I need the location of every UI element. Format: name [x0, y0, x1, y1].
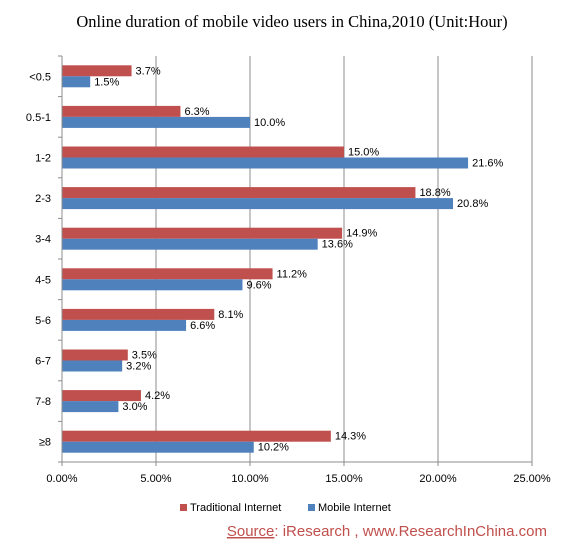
data-label: 14.9% [346, 228, 377, 240]
bar-mobile [62, 360, 123, 372]
axes: 0.00% 5.00% 10.00% 15.00% 20.00% 25.00% <0.5 0.… [26, 55, 551, 485]
data-label: 3.5% [132, 350, 157, 362]
data-label: 3.0% [122, 401, 147, 413]
data-label: 15.0% [348, 147, 379, 159]
category-label: 5-6 [35, 315, 51, 327]
bar-traditional [62, 390, 141, 402]
x-tick-label: 0.00% [46, 473, 77, 485]
category-label: 1-2 [35, 153, 51, 165]
data-label: 14.3% [335, 431, 366, 443]
legend: Traditional Internet Mobile Internet [180, 502, 391, 514]
bars: 3.7% 1.5% 6.3% 10.0% 15.0% 21.6% 18.8% 20.8% 14.… [62, 65, 503, 454]
bar-mobile [62, 238, 318, 250]
bar-traditional [62, 308, 215, 320]
data-label: 11.2% [277, 268, 308, 280]
bar-mobile [62, 116, 250, 128]
bar-traditional [62, 430, 331, 442]
x-tick-label: 10.00% [231, 473, 269, 485]
bar-mobile [62, 319, 187, 331]
source-label: Source [227, 523, 275, 540]
chart-title: Online duration of mobile video users in… [76, 12, 507, 31]
bar-mobile [62, 198, 454, 210]
bar-mobile [62, 401, 119, 413]
bar-traditional [62, 146, 344, 158]
bar-traditional [62, 268, 273, 280]
bar-traditional [62, 65, 132, 77]
data-label: 3.7% [136, 65, 161, 77]
data-label: 13.6% [322, 239, 353, 251]
category-label: ≥8 [39, 437, 51, 449]
data-label: 6.6% [190, 320, 215, 332]
data-label: 18.8% [419, 187, 450, 199]
bar-mobile [62, 441, 254, 453]
category-label: 0.5-1 [26, 112, 51, 124]
data-label: 10.0% [254, 117, 285, 129]
bar-traditional [62, 187, 416, 199]
bar-traditional [62, 349, 128, 361]
legend-swatch [180, 504, 187, 511]
bar-mobile [62, 157, 469, 169]
legend-swatch [308, 504, 315, 511]
data-label: 6.3% [184, 106, 209, 118]
data-label: 3.2% [126, 361, 151, 373]
data-label: 10.2% [258, 442, 289, 454]
category-label: 3-4 [35, 234, 51, 246]
category-label: <0.5 [29, 71, 51, 83]
x-tick-label: 20.00% [419, 473, 457, 485]
bar-mobile [62, 76, 91, 88]
data-label: 1.5% [94, 76, 119, 88]
category-label: 2-3 [35, 193, 51, 205]
data-label: 21.6% [472, 158, 503, 170]
data-label: 8.1% [218, 309, 243, 321]
legend-entry: Mobile Internet [318, 502, 391, 514]
bar-traditional [62, 105, 181, 117]
source-body: : iResearch , www.ResearchInChina.com [274, 523, 547, 540]
data-label: 4.2% [145, 390, 170, 402]
data-label: 9.6% [246, 279, 271, 291]
data-label: 20.8% [457, 198, 488, 210]
bar-mobile [62, 279, 243, 291]
legend-entry: Traditional Internet [190, 502, 281, 514]
category-label: 6-7 [35, 356, 51, 368]
x-tick-label: 25.00% [513, 473, 551, 485]
source-text: Source: iResearch , www.ResearchInChina.… [227, 523, 547, 540]
x-tick-label: 15.00% [325, 473, 363, 485]
category-label: 7-8 [35, 396, 51, 408]
bar-traditional [62, 227, 343, 239]
x-tick-label: 5.00% [140, 473, 171, 485]
category-label: 4-5 [35, 274, 51, 286]
